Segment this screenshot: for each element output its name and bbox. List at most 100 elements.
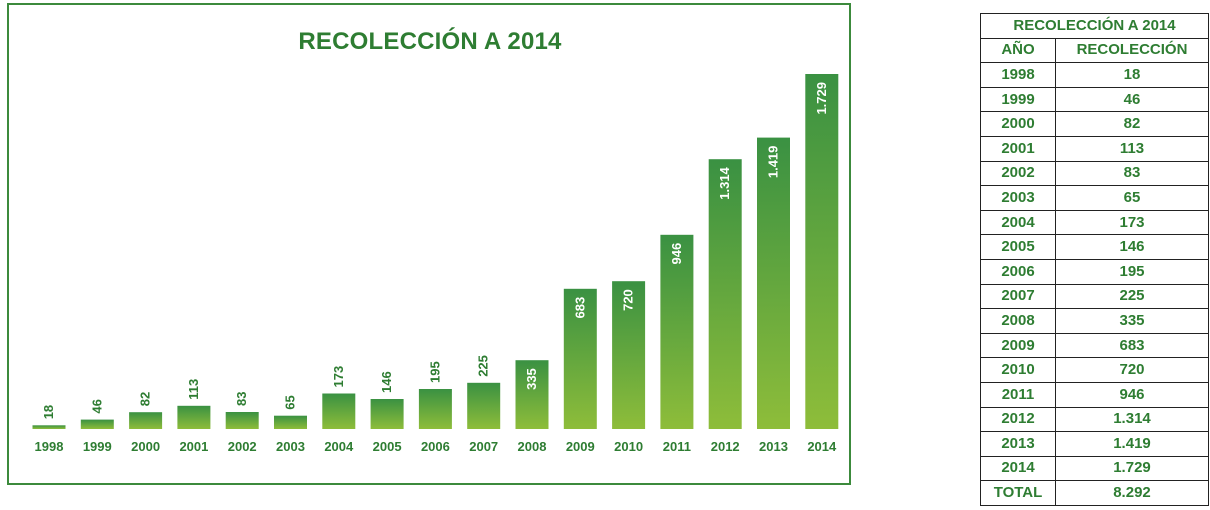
x-tick-label: 2002 [228,439,257,454]
table-row: 2011 946 [980,381,1209,408]
x-tick-label: 1999 [83,439,112,454]
table-cell-value: 195 [1055,258,1209,285]
bar-2006 [418,389,452,429]
bar-1999 [80,419,114,429]
table-cell-year: 2014 [980,455,1056,482]
table-cell-year: 2010 [980,357,1056,383]
bar-value-label: 173 [331,366,346,388]
table-cell-year: 1998 [980,62,1056,88]
table-row: 2007 225 [980,283,1209,310]
table-row: 2013 1.419 [980,431,1209,457]
x-tick-label: 2005 [373,439,402,454]
x-tick-label: 2001 [179,439,208,454]
table-cell-value: 46 [1055,86,1209,113]
bar-2005 [370,399,404,429]
table-cell-year: 2007 [980,283,1056,310]
table-cell-value: 65 [1055,185,1209,211]
chart-frame [7,3,851,485]
bar-value-label: 1.419 [766,146,781,179]
table-cell-value: 146 [1055,234,1209,260]
table-cell-value: 225 [1055,283,1209,310]
bar-value-label: 83 [234,392,249,406]
bar-value-label: 195 [427,361,442,383]
bar-value-label: 225 [476,355,491,377]
x-tick-label: 1998 [35,439,64,454]
table-cell-value: 1.314 [1055,406,1209,433]
bar-2000 [129,412,163,429]
table-cell-year: 2003 [980,185,1056,211]
table-title: RECOLECCIÓN A 2014 [980,13,1209,39]
table-row: 2008 335 [980,308,1209,334]
bar-2014 [805,74,839,429]
table-row: 2002 83 [980,160,1209,187]
table-cell-year: 2005 [980,234,1056,260]
bar-value-label: 113 [186,379,201,400]
table-cell-year: 2000 [980,111,1056,137]
table-total-row: TOTAL 8.292 [980,480,1209,506]
x-tick-label: 2013 [759,439,788,454]
bar-2008 [515,360,549,429]
data-table: RECOLECCIÓN A 2014 AÑO RECOLECCIÓN 1998 1… [980,13,1209,506]
table-cell-year: 2011 [980,381,1056,408]
bar-value-label: 1.314 [717,166,732,199]
x-tick-label: 2012 [711,439,740,454]
total-label: TOTAL [980,480,1056,506]
table-row: 2012 1.314 [980,406,1209,433]
table-cell-value: 683 [1055,332,1209,359]
bar-value-label: 146 [379,371,394,393]
bar-value-label: 18 [41,405,56,419]
bar-value-label: 720 [621,289,636,311]
table-row: 2000 82 [980,111,1209,137]
x-tick-label: 2006 [421,439,450,454]
table-row: 2003 65 [980,185,1209,211]
x-tick-label: 2009 [566,439,595,454]
header-collection: RECOLECCIÓN [1055,37,1209,64]
table-cell-value: 720 [1055,357,1209,383]
bar-2007 [467,382,501,429]
total-value: 8.292 [1055,480,1209,506]
x-tick-label: 2011 [663,439,691,454]
table-row: 2014 1.729 [980,455,1209,482]
bar-2012 [708,159,742,429]
bar-value-label: 82 [138,392,153,406]
table-cell-value: 173 [1055,209,1209,236]
bar-2010 [612,281,646,429]
x-tick-label: 2007 [469,439,498,454]
bar-2011 [660,234,694,429]
bars-layer: 18 1998 46 1999 82 2000 113 2001 83 2002 65 2003 173… [32,74,839,454]
x-tick-label: 2014 [807,439,837,454]
chart-title: RECOLECCIÓN A 2014 [298,28,562,55]
table-cell-value: 82 [1055,111,1209,137]
table-row: 2006 195 [980,258,1209,285]
bar-2004 [322,393,356,429]
bar-value-label: 683 [572,297,587,319]
table-row: 2009 683 [980,332,1209,359]
table-cell-year: 2013 [980,431,1056,457]
table-row: 1999 46 [980,86,1209,113]
table-cell-value: 1.419 [1055,431,1209,457]
bar-value-label: 1.729 [814,82,829,115]
table-cell-year: 2001 [980,135,1056,162]
table-row: 2004 173 [980,209,1209,236]
x-tick-label: 2004 [324,439,354,454]
table-cell-value: 18 [1055,62,1209,88]
bar-2001 [177,405,211,429]
x-tick-label: 2010 [614,439,643,454]
bar-value-label: 946 [669,243,684,265]
x-tick-label: 2008 [518,439,547,454]
header-year: AÑO [980,37,1056,64]
bar-2003 [274,415,307,429]
table-cell-value: 83 [1055,160,1209,187]
bar-2009 [563,288,597,429]
bar-1998 [32,425,66,429]
table-cell-value: 113 [1055,135,1209,162]
table-row: 2010 720 [980,357,1209,383]
table-cell-year: 2006 [980,258,1056,285]
table-cell-value: 1.729 [1055,455,1209,482]
table-cell-value: 335 [1055,308,1209,334]
table-cell-year: 1999 [980,86,1056,113]
x-tick-label: 2003 [276,439,305,454]
bar-2013 [757,137,790,429]
table-cell-value: 946 [1055,381,1209,408]
bar-2002 [225,412,259,429]
